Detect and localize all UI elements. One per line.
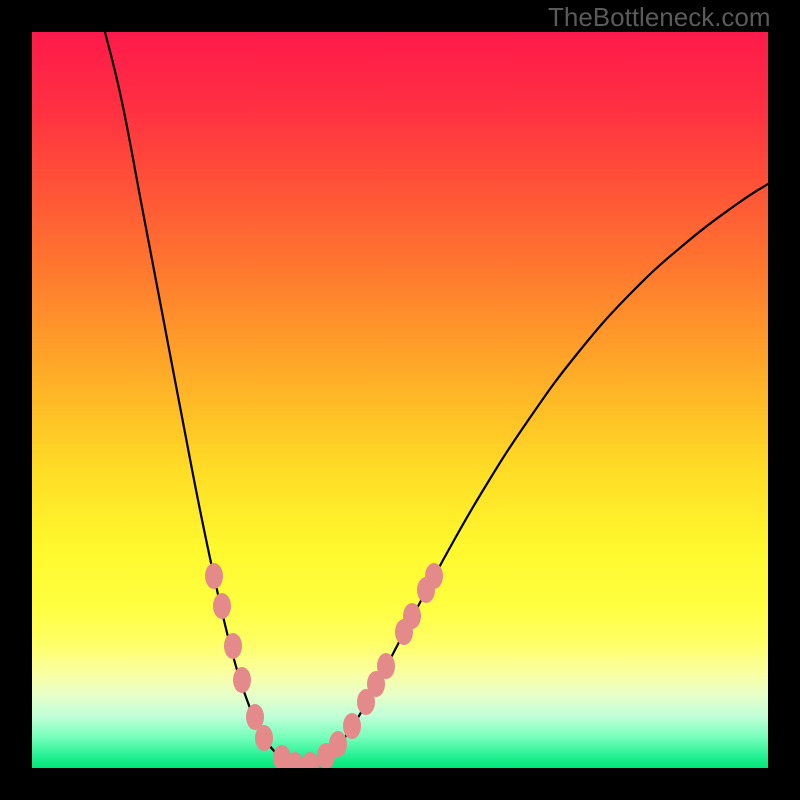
marker-point bbox=[205, 563, 223, 589]
watermark-text: TheBottleneck.com bbox=[548, 2, 771, 33]
plot-area bbox=[32, 32, 768, 768]
marker-point bbox=[377, 653, 395, 679]
curve-layer bbox=[32, 32, 768, 768]
marker-group bbox=[205, 563, 443, 768]
marker-point bbox=[233, 667, 251, 693]
marker-point bbox=[255, 725, 273, 751]
marker-point bbox=[329, 731, 347, 757]
marker-point bbox=[224, 633, 242, 659]
marker-point bbox=[403, 603, 421, 629]
marker-point bbox=[425, 563, 443, 589]
marker-point bbox=[343, 713, 361, 739]
marker-point bbox=[301, 752, 319, 768]
v-curve bbox=[105, 32, 768, 767]
marker-point bbox=[213, 593, 231, 619]
